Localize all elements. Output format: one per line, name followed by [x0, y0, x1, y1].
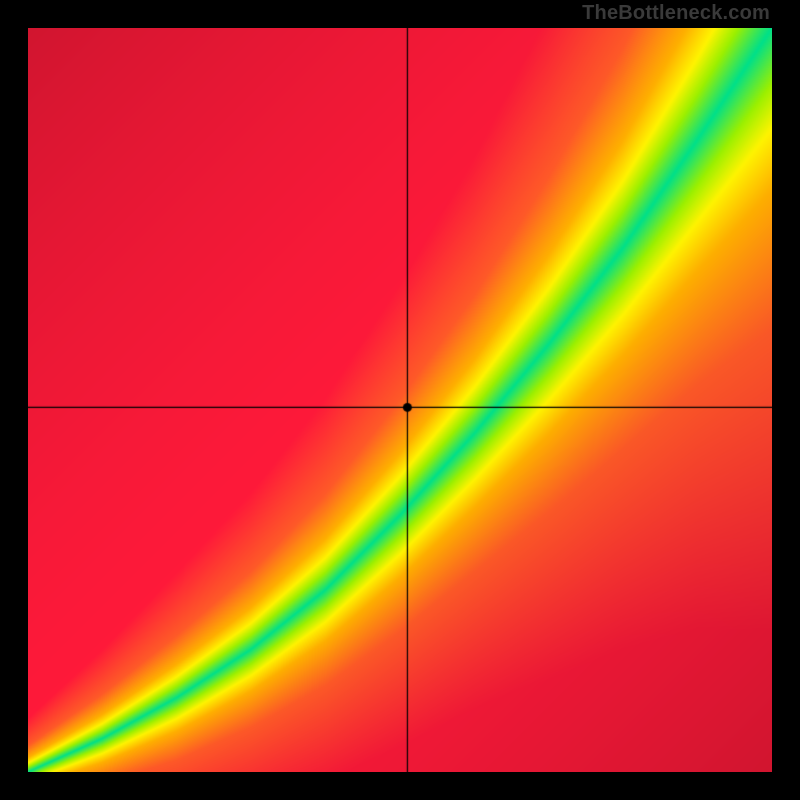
watermark-text: TheBottleneck.com — [582, 2, 770, 25]
heatmap-canvas — [28, 28, 772, 772]
heatmap-plot — [28, 28, 772, 772]
page-frame: TheBottleneck.com — [0, 0, 800, 800]
